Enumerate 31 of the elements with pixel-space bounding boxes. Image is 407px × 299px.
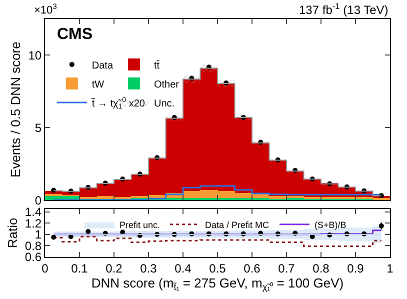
x-tick-label: 0.5 <box>209 261 226 276</box>
legend-label: t̃ → tχ̃$_{1}$$^{0}$ x20 <box>90 96 146 110</box>
legend-label: tW <box>92 79 105 90</box>
text: 137 fb$^{-1}$ (13 TeV) <box>299 1 388 18</box>
x-tick-label: 0.9 <box>347 261 364 276</box>
x-axis-title: DNN score (m$_{t̃₁}$ = 275 GeV, m$_{χ̃₁⁰}$ = 100 GeV) <box>91 275 344 292</box>
y-tick-label: 5 <box>34 120 42 135</box>
legend-label: Data / Prefit MC <box>205 220 270 230</box>
legend-label: tt̄ <box>154 60 160 72</box>
y-tick-label: 10 <box>28 48 42 62</box>
legend-label: Prefit unc. <box>120 220 160 230</box>
legend-label: Data <box>92 60 114 72</box>
y-tick-label: 0 <box>34 193 42 208</box>
y-axis-title: Events / 0.5 DNN score <box>8 42 24 178</box>
text: ×10$^{3}$ <box>34 2 57 17</box>
x-tick-label: 0.7 <box>278 261 296 276</box>
legend-label: (S+B)/B <box>314 220 346 230</box>
y-tick-label: 0.6 <box>24 250 42 264</box>
legend-label: Other <box>154 79 180 90</box>
y-tick-label: 1.2 <box>24 216 42 230</box>
y-axis-title: Ratio <box>4 218 20 248</box>
x-tick-label: 0.8 <box>312 261 330 276</box>
series-label: Unc. <box>154 98 175 110</box>
x-tick-label: 1 <box>386 261 394 276</box>
x-tick-label: 0.2 <box>106 261 123 276</box>
x-tick-label: 0.3 <box>140 261 158 276</box>
x-tick-label: 0.1 <box>71 261 88 276</box>
x-tick-label: 0.6 <box>244 261 261 276</box>
x-tick-label: 0.4 <box>174 261 192 276</box>
annotation: CMS <box>57 26 93 43</box>
y-tick-label: 1.4 <box>24 204 42 219</box>
